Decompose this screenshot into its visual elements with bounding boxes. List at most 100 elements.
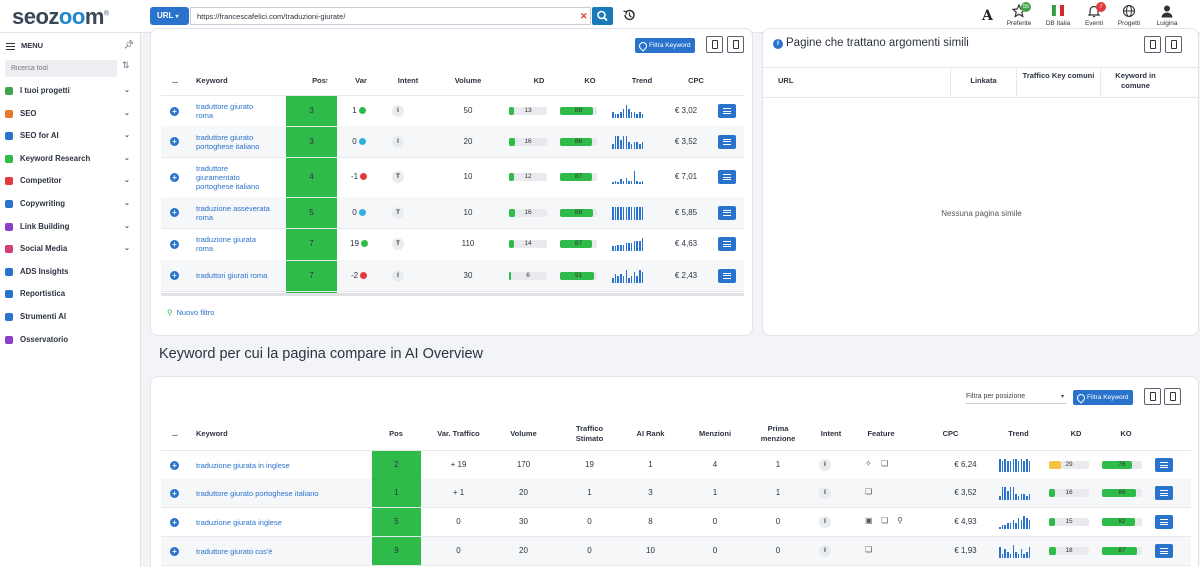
row-menu-button[interactable] [718, 104, 736, 118]
col-keyword-comune[interactable]: Keyword in comune [1115, 71, 1156, 90]
url-type-select[interactable]: URL ▾ [150, 7, 189, 25]
chevron-down-icon[interactable]: ⌄ [124, 109, 130, 117]
sidebar-item-competitor[interactable]: Competitor ⌄ [0, 170, 141, 192]
expand-row-icon[interactable]: + [170, 488, 179, 498]
expand-row-icon[interactable]: + [170, 172, 179, 182]
col-vol[interactable]: Volume [454, 76, 482, 85]
col-kw[interactable]: Keyword [196, 76, 228, 85]
ai-col-9[interactable]: Intent [820, 429, 842, 438]
row-menu-button[interactable] [1155, 544, 1173, 558]
col-intent[interactable]: Intent [397, 76, 419, 85]
ai-col-2[interactable]: Pos [389, 429, 403, 438]
keyword-link[interactable]: traduttori giurati roma [196, 271, 286, 280]
ai-keyword-link[interactable]: traduttore giurato cos'è [196, 546, 273, 556]
col-var[interactable]: Var [355, 76, 367, 85]
sidebar-item-ads-insights[interactable]: ADS Insights [0, 261, 141, 283]
ai-export-button[interactable] [1164, 388, 1181, 405]
sidebar-item-keyword-research[interactable]: Keyword Research ⌄ [0, 148, 141, 170]
copy-button[interactable] [706, 36, 723, 53]
sidebar-item-seo-for-ai[interactable]: SEO for AI ⌄ [0, 125, 141, 147]
expand-row-icon[interactable]: + [170, 546, 179, 556]
ai-col-3[interactable]: Var. Traffico [437, 429, 480, 438]
col-cpc[interactable]: CPC [688, 76, 704, 85]
similar-export-button[interactable] [1165, 36, 1182, 53]
row-menu-button[interactable] [718, 170, 736, 184]
menu-header[interactable]: MENU [6, 41, 43, 52]
ai-filter-keyword-button[interactable]: Filtra Keyword [1073, 390, 1133, 405]
col-trend[interactable]: Trend [631, 76, 653, 85]
ai-col-1[interactable]: Keyword [196, 429, 228, 438]
col-ko[interactable]: KO [584, 76, 596, 85]
ai-col-11[interactable]: CPC [942, 429, 959, 438]
sidebar-item-reportistica[interactable]: Reportistica [0, 283, 141, 305]
sidebar-item-osservatorio[interactable]: Osservatorio [0, 329, 141, 351]
ai-keyword-link[interactable]: traduttore giurato portoghese italiano [196, 488, 319, 498]
history-icon[interactable] [622, 8, 636, 22]
sort-icon[interactable]: ⇅ [122, 60, 130, 70]
similar-copy-button[interactable] [1144, 36, 1161, 53]
col-traffico-key[interactable]: Traffico Key comuni [1022, 71, 1095, 80]
ai-col-5[interactable]: Traffico Stimato [575, 424, 604, 443]
search-button[interactable] [592, 7, 613, 25]
seozoom-logo[interactable]: seozoom® [12, 4, 109, 29]
nav-user[interactable]: Luigina [1145, 4, 1189, 27]
nav-preferite[interactable]: 55 Preferite [1006, 2, 1032, 27]
ai-col-6[interactable]: AI Rank [636, 429, 665, 438]
col-more[interactable]: ... [171, 76, 179, 85]
font-size-icon[interactable]: A [982, 8, 993, 24]
row-menu-button[interactable] [1155, 458, 1173, 472]
expand-row-icon[interactable]: + [170, 106, 179, 116]
nav-progetti[interactable]: Progetti [1107, 4, 1151, 27]
row-menu-button[interactable] [718, 268, 736, 283]
col-kd[interactable]: KD [533, 76, 545, 85]
ai-copy-button[interactable] [1144, 388, 1161, 405]
export-button[interactable] [727, 36, 744, 53]
keyword-link[interactable]: traduttore giurato roma [196, 102, 286, 120]
ai-col-0[interactable]: ... [171, 429, 179, 438]
expand-row-icon[interactable]: + [170, 460, 179, 470]
ai-col-13[interactable]: KD [1070, 429, 1082, 438]
chevron-down-icon[interactable]: ⌄ [124, 154, 130, 162]
ai-col-7[interactable]: Menzioni [698, 429, 732, 438]
ai-col-12[interactable]: Trend [1008, 429, 1029, 438]
chevron-down-icon[interactable]: ⌄ [124, 222, 130, 230]
chevron-down-icon[interactable]: ⌄ [124, 87, 130, 94]
keyword-link[interactable]: traduzione asseverata roma [196, 204, 286, 222]
col-linkata[interactable]: Linkata [970, 76, 997, 85]
sidebar-item-i-tuoi-progetti[interactable]: I tuoi progetti ⌄ [0, 80, 141, 102]
url-input[interactable] [190, 7, 591, 25]
ai-col-8[interactable]: Prima menzione [760, 424, 796, 443]
keyword-link[interactable]: traduttore giurato portoghese italiano [196, 133, 286, 151]
chevron-down-icon[interactable]: ⌄ [124, 200, 130, 207]
new-filter-link[interactable]: ⚲ Nuovo filtro [167, 308, 215, 317]
position-filter-select[interactable]: Filtra per posizione ▾ [966, 390, 1066, 404]
expand-row-icon[interactable]: + [170, 239, 179, 249]
ai-col-14[interactable]: KO [1120, 429, 1132, 438]
col-pos[interactable]: Pos [312, 76, 326, 85]
keyword-link[interactable]: traduzione giurata roma [196, 235, 286, 253]
tool-search-input[interactable] [5, 60, 117, 77]
sidebar-item-link-building[interactable]: Link Building ⌄ [0, 216, 141, 238]
row-menu-button[interactable] [718, 134, 736, 149]
keyword-link[interactable]: traduttore giuramentato portoghese italian… [196, 164, 286, 191]
sidebar-item-seo[interactable]: SEO ⌄ [0, 103, 141, 125]
sidebar-item-social-media[interactable]: Social Media ⌄ [0, 238, 141, 260]
expand-row-icon[interactable]: + [170, 517, 179, 527]
chevron-down-icon[interactable]: ⌄ [124, 132, 130, 140]
clear-icon[interactable]: ✕ [580, 11, 588, 21]
nav-eventi[interactable]: 7 Eventi [1072, 2, 1116, 27]
filter-keyword-button[interactable]: Filtra Keyword [635, 38, 695, 53]
ai-col-4[interactable]: Volume [510, 429, 537, 438]
row-menu-button[interactable] [1155, 515, 1173, 529]
row-menu-button[interactable] [718, 237, 736, 251]
ai-keyword-link[interactable]: traduzione giurata inglese [196, 517, 282, 527]
ai-col-10[interactable]: Feature [867, 429, 895, 438]
expand-row-icon[interactable]: + [170, 208, 179, 217]
sidebar-item-strumenti-ai[interactable]: Strumenti AI [0, 306, 141, 328]
ai-keyword-link[interactable]: traduzione giurata in inglese [196, 460, 290, 470]
chevron-down-icon[interactable]: ⌄ [124, 245, 130, 253]
expand-row-icon[interactable]: + [170, 271, 179, 280]
row-menu-button[interactable] [718, 205, 736, 220]
sidebar-item-copywriting[interactable]: Copywriting ⌄ [0, 193, 141, 215]
chevron-down-icon[interactable]: ⌄ [124, 177, 130, 185]
